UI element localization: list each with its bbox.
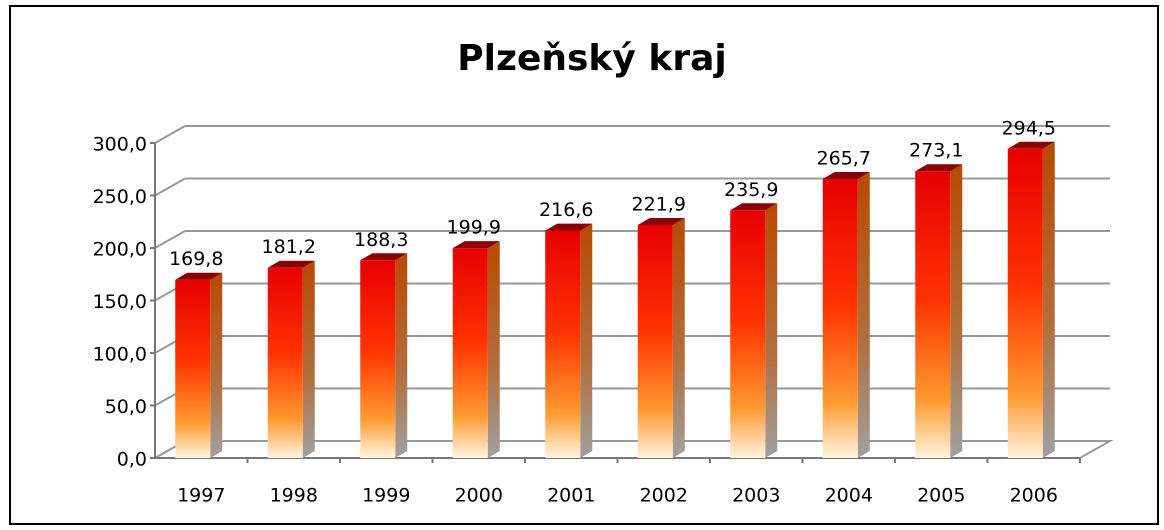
bar-side	[857, 172, 870, 458]
value-label: 265,7	[817, 148, 871, 170]
value-label: 199,9	[447, 217, 501, 239]
value-label: 216,6	[539, 199, 593, 221]
bar-top	[915, 164, 963, 172]
value-label: 235,9	[724, 179, 778, 201]
bar-side	[210, 272, 223, 458]
x-tick-label: 2003	[732, 485, 780, 507]
value-label: 188,3	[354, 229, 408, 251]
grid-line-depth	[154, 125, 186, 144]
x-tick-label: 1999	[362, 485, 410, 507]
bar-top	[822, 172, 870, 180]
x-tick-label: 2001	[547, 485, 595, 507]
y-tick-label: 100,0	[93, 344, 147, 366]
bar	[1007, 148, 1043, 458]
bar-top	[545, 223, 593, 231]
value-label: 169,8	[169, 248, 223, 270]
y-tick-label: 150,0	[93, 291, 147, 313]
y-tick-label: 50,0	[105, 396, 147, 418]
x-tick-label: 1997	[177, 485, 225, 507]
bar-top	[452, 241, 500, 249]
grid-line-depth	[154, 230, 186, 249]
bar-top	[730, 203, 778, 211]
bar-top	[637, 218, 685, 226]
bar-side	[672, 218, 685, 458]
x-tick-label: 2002	[640, 485, 688, 507]
bar-side	[1042, 141, 1055, 458]
bar	[730, 210, 766, 458]
bar	[452, 248, 488, 458]
bar-side	[765, 203, 778, 458]
bar-top	[267, 260, 315, 268]
bar-side	[395, 253, 408, 458]
bar-side	[487, 241, 500, 458]
y-tick-label: 300,0	[93, 134, 147, 156]
bar-top	[360, 253, 408, 261]
bar	[267, 267, 303, 458]
x-tick-label: 1998	[270, 485, 318, 507]
bar-side	[950, 164, 963, 458]
x-tick-label: 2000	[455, 485, 503, 507]
bar-top	[1007, 141, 1055, 149]
bar	[915, 171, 951, 458]
bar	[637, 225, 673, 458]
x-tick-label: 2006	[1010, 485, 1058, 507]
x-tick-label: 2004	[825, 485, 873, 507]
grid-line-depth	[154, 177, 186, 197]
bar-top	[175, 272, 223, 280]
y-tick-label: 0,0	[117, 449, 147, 471]
bar-side	[580, 223, 593, 458]
value-label: 221,9	[632, 194, 686, 216]
y-tick-label: 250,0	[93, 186, 147, 208]
value-label: 294,5	[1002, 117, 1056, 139]
value-label: 181,2	[262, 236, 316, 258]
bar	[545, 230, 581, 458]
bar	[822, 179, 858, 458]
chart-title: Plzeňský kraj	[457, 38, 726, 79]
y-tick-label: 200,0	[93, 239, 147, 261]
bar	[175, 279, 211, 458]
x-tick-label: 2005	[917, 485, 965, 507]
bar	[360, 260, 396, 458]
value-label: 273,1	[909, 140, 963, 162]
bar-side	[302, 260, 315, 458]
